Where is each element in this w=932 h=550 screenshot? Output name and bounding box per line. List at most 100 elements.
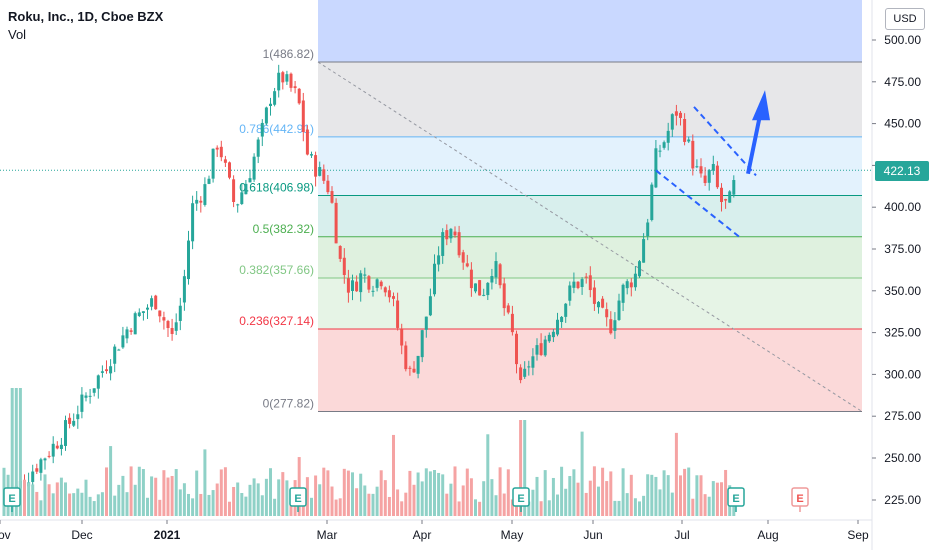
candle[interactable] (617, 300, 621, 320)
candle[interactable] (100, 371, 104, 373)
candle[interactable] (371, 290, 375, 292)
candle[interactable] (412, 368, 416, 373)
candle[interactable] (305, 129, 309, 155)
candle[interactable] (129, 330, 133, 332)
candle[interactable] (494, 261, 498, 278)
candle[interactable] (699, 166, 703, 174)
candle[interactable] (601, 298, 605, 308)
candle[interactable] (174, 322, 178, 331)
candle[interactable] (199, 200, 203, 203)
candle[interactable] (650, 184, 654, 220)
candle[interactable] (420, 330, 424, 358)
candle[interactable] (638, 261, 641, 277)
candle[interactable] (269, 103, 272, 106)
candle[interactable] (281, 72, 285, 83)
candle[interactable] (285, 74, 289, 82)
candle[interactable] (47, 455, 51, 457)
candle[interactable] (572, 281, 576, 288)
candle[interactable] (121, 335, 125, 348)
candle[interactable] (240, 192, 244, 204)
candle[interactable] (441, 232, 445, 256)
candle[interactable] (519, 367, 523, 381)
candle[interactable] (137, 312, 141, 316)
candle[interactable] (51, 443, 55, 457)
candle[interactable] (724, 199, 728, 201)
candle[interactable] (449, 228, 453, 239)
candle[interactable] (338, 246, 342, 259)
candle[interactable] (674, 111, 678, 116)
candle[interactable] (355, 281, 359, 292)
candle[interactable] (170, 328, 174, 334)
candle[interactable] (551, 331, 555, 338)
candle[interactable] (654, 148, 658, 188)
candle[interactable] (531, 356, 535, 368)
candle[interactable] (318, 167, 322, 176)
candle[interactable] (392, 296, 395, 299)
candle[interactable] (695, 166, 699, 168)
candle[interactable] (297, 88, 301, 104)
arrow-shaft[interactable] (746, 114, 762, 175)
candle[interactable] (293, 86, 297, 89)
candle[interactable] (527, 366, 531, 368)
candle[interactable] (535, 345, 539, 355)
candle[interactable] (92, 388, 96, 393)
candle[interactable] (592, 287, 596, 304)
candle[interactable] (687, 139, 691, 142)
candle[interactable] (621, 284, 625, 303)
candle[interactable] (342, 257, 346, 276)
candle[interactable] (133, 313, 137, 335)
candle[interactable] (625, 281, 629, 289)
candle[interactable] (609, 319, 613, 334)
candle[interactable] (215, 147, 219, 150)
candle[interactable] (310, 154, 313, 156)
candle[interactable] (576, 281, 580, 289)
candle[interactable] (182, 276, 186, 303)
candle[interactable] (478, 280, 482, 296)
candle[interactable] (35, 468, 39, 472)
candle[interactable] (84, 395, 88, 398)
candle[interactable] (383, 287, 387, 293)
candle[interactable] (76, 414, 80, 420)
candle[interactable] (457, 232, 461, 256)
candle[interactable] (482, 294, 486, 296)
candle[interactable] (408, 367, 412, 369)
candle[interactable] (367, 276, 371, 290)
candle[interactable] (486, 282, 490, 296)
candle[interactable] (404, 345, 408, 370)
candle[interactable] (260, 122, 264, 137)
candle[interactable] (703, 175, 707, 184)
candle[interactable] (178, 305, 182, 321)
candle[interactable] (191, 203, 195, 242)
candle[interactable] (502, 283, 506, 309)
candle[interactable] (359, 273, 363, 293)
candle[interactable] (158, 310, 162, 317)
currency-selector[interactable]: USD (885, 8, 925, 30)
candle[interactable] (707, 169, 711, 183)
candle[interactable] (523, 368, 527, 377)
candle[interactable] (568, 285, 572, 301)
candle[interactable] (400, 328, 404, 346)
volume-legend[interactable]: Vol (8, 27, 27, 42)
candle[interactable] (424, 316, 428, 330)
arrow-head[interactable] (752, 90, 770, 121)
symbol-title[interactable]: Roku, Inc., 1D, Cboe BZX (8, 9, 164, 24)
candle[interactable] (80, 394, 84, 412)
candle[interactable] (387, 290, 391, 298)
candle[interactable] (580, 279, 584, 288)
candle[interactable] (31, 471, 35, 482)
candle[interactable] (556, 319, 559, 335)
candle[interactable] (506, 305, 510, 313)
candle[interactable] (515, 333, 518, 365)
candle[interactable] (728, 191, 732, 203)
candle[interactable] (584, 276, 588, 278)
candle[interactable] (64, 420, 67, 446)
candle[interactable] (195, 199, 199, 204)
candle[interactable] (474, 283, 477, 292)
candle[interactable] (711, 163, 715, 171)
candle[interactable] (633, 273, 637, 288)
candle[interactable] (334, 202, 338, 244)
candle[interactable] (539, 343, 543, 355)
candle[interactable] (203, 184, 207, 205)
candle[interactable] (277, 72, 281, 91)
candle[interactable] (236, 204, 240, 206)
